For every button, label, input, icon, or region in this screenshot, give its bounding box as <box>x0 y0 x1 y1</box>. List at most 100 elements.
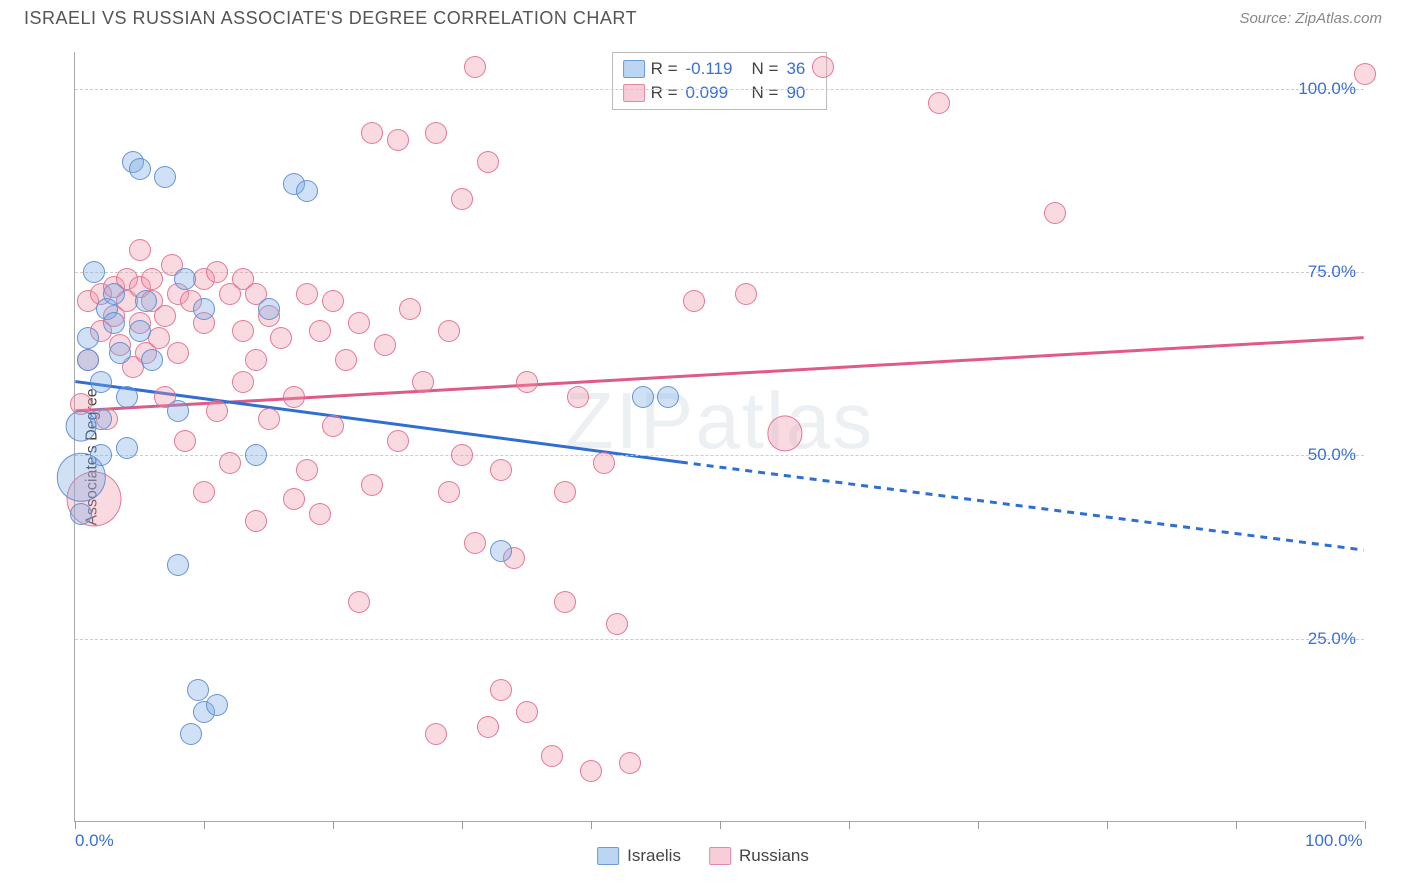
x-tick <box>849 821 850 829</box>
scatter-point <box>193 481 215 503</box>
scatter-point <box>516 701 538 723</box>
scatter-point <box>593 452 615 474</box>
swatch-israelis <box>623 60 645 78</box>
scatter-point <box>245 510 267 532</box>
scatter-point <box>425 723 447 745</box>
r-value-russians: 0.099 <box>686 83 746 103</box>
scatter-point <box>206 400 228 422</box>
x-tick <box>333 821 334 829</box>
scatter-point <box>554 591 576 613</box>
scatter-point <box>70 503 92 525</box>
legend-swatch-russians <box>709 847 731 865</box>
scatter-point <box>258 408 280 430</box>
n-label: N = <box>752 59 779 79</box>
legend-label-russians: Russians <box>739 846 809 866</box>
scatter-point <box>129 158 151 180</box>
scatter-point <box>1044 202 1066 224</box>
scatter-point <box>258 298 280 320</box>
scatter-point <box>129 320 151 342</box>
y-tick-label: 75.0% <box>1308 262 1356 282</box>
scatter-point <box>361 122 383 144</box>
scatter-point <box>451 188 473 210</box>
scatter-point <box>103 312 125 334</box>
scatter-point <box>270 327 292 349</box>
scatter-point <box>141 268 163 290</box>
watermark: ZIPatlas <box>565 375 874 467</box>
scatter-point <box>399 298 421 320</box>
x-tick <box>75 821 76 829</box>
scatter-point <box>464 532 486 554</box>
scatter-point <box>129 239 151 261</box>
scatter-point <box>154 305 176 327</box>
scatter-point <box>632 386 654 408</box>
scatter-point <box>767 416 802 451</box>
scatter-point <box>477 716 499 738</box>
r-label: R = <box>651 59 678 79</box>
scatter-point <box>412 371 434 393</box>
scatter-point <box>309 503 331 525</box>
stats-row-russians: R = 0.099 N = 90 <box>623 81 817 105</box>
legend-item-russians: Russians <box>709 846 809 866</box>
scatter-point <box>283 386 305 408</box>
chart-title: ISRAELI VS RUSSIAN ASSOCIATE'S DEGREE CO… <box>24 8 637 29</box>
scatter-point <box>219 452 241 474</box>
gridline <box>75 639 1364 640</box>
n-label: N = <box>752 83 779 103</box>
y-tick-label: 25.0% <box>1308 629 1356 649</box>
swatch-russians <box>623 84 645 102</box>
x-tick-label: 0.0% <box>75 831 114 851</box>
scatter-point <box>296 283 318 305</box>
scatter-point <box>167 342 189 364</box>
scatter-point <box>361 474 383 496</box>
scatter-point <box>335 349 357 371</box>
scatter-point <box>83 261 105 283</box>
scatter-point <box>193 298 215 320</box>
scatter-point <box>90 371 112 393</box>
scatter-point <box>116 386 138 408</box>
stats-legend-box: R = -0.119 N = 36 R = 0.099 N = 90 <box>612 52 828 110</box>
scatter-point <box>167 400 189 422</box>
scatter-point <box>451 444 473 466</box>
trend-line <box>681 462 1364 550</box>
scatter-point <box>464 56 486 78</box>
bottom-legend: Israelis Russians <box>597 846 809 866</box>
trend-lines-svg <box>75 52 1364 821</box>
scatter-point <box>245 349 267 371</box>
scatter-point <box>812 56 834 78</box>
scatter-point <box>425 122 447 144</box>
gridline <box>75 455 1364 456</box>
x-tick <box>1107 821 1108 829</box>
scatter-point <box>387 430 409 452</box>
scatter-point <box>490 679 512 701</box>
gridline <box>75 89 1364 90</box>
x-tick <box>204 821 205 829</box>
r-label: R = <box>651 83 678 103</box>
scatter-point <box>928 92 950 114</box>
stats-row-israelis: R = -0.119 N = 36 <box>623 57 817 81</box>
scatter-point <box>206 261 228 283</box>
chart-container: Associate's Degree ZIPatlas R = -0.119 N… <box>24 42 1382 872</box>
x-tick <box>462 821 463 829</box>
scatter-point <box>135 290 157 312</box>
scatter-point <box>554 481 576 503</box>
scatter-point <box>322 290 344 312</box>
scatter-point <box>154 166 176 188</box>
scatter-point <box>438 320 460 342</box>
x-tick-label: 100.0% <box>1305 831 1363 851</box>
scatter-point <box>619 752 641 774</box>
source-label: Source: ZipAtlas.com <box>1239 10 1382 27</box>
scatter-point <box>206 694 228 716</box>
scatter-point <box>657 386 679 408</box>
scatter-point <box>580 760 602 782</box>
scatter-point <box>477 151 499 173</box>
scatter-point <box>735 283 757 305</box>
y-tick-label: 50.0% <box>1308 445 1356 465</box>
y-tick-label: 100.0% <box>1298 79 1356 99</box>
legend-item-israelis: Israelis <box>597 846 681 866</box>
scatter-point <box>283 488 305 510</box>
gridline <box>75 272 1364 273</box>
scatter-point <box>438 481 460 503</box>
scatter-point <box>167 554 189 576</box>
scatter-point <box>90 444 112 466</box>
scatter-point <box>309 320 331 342</box>
